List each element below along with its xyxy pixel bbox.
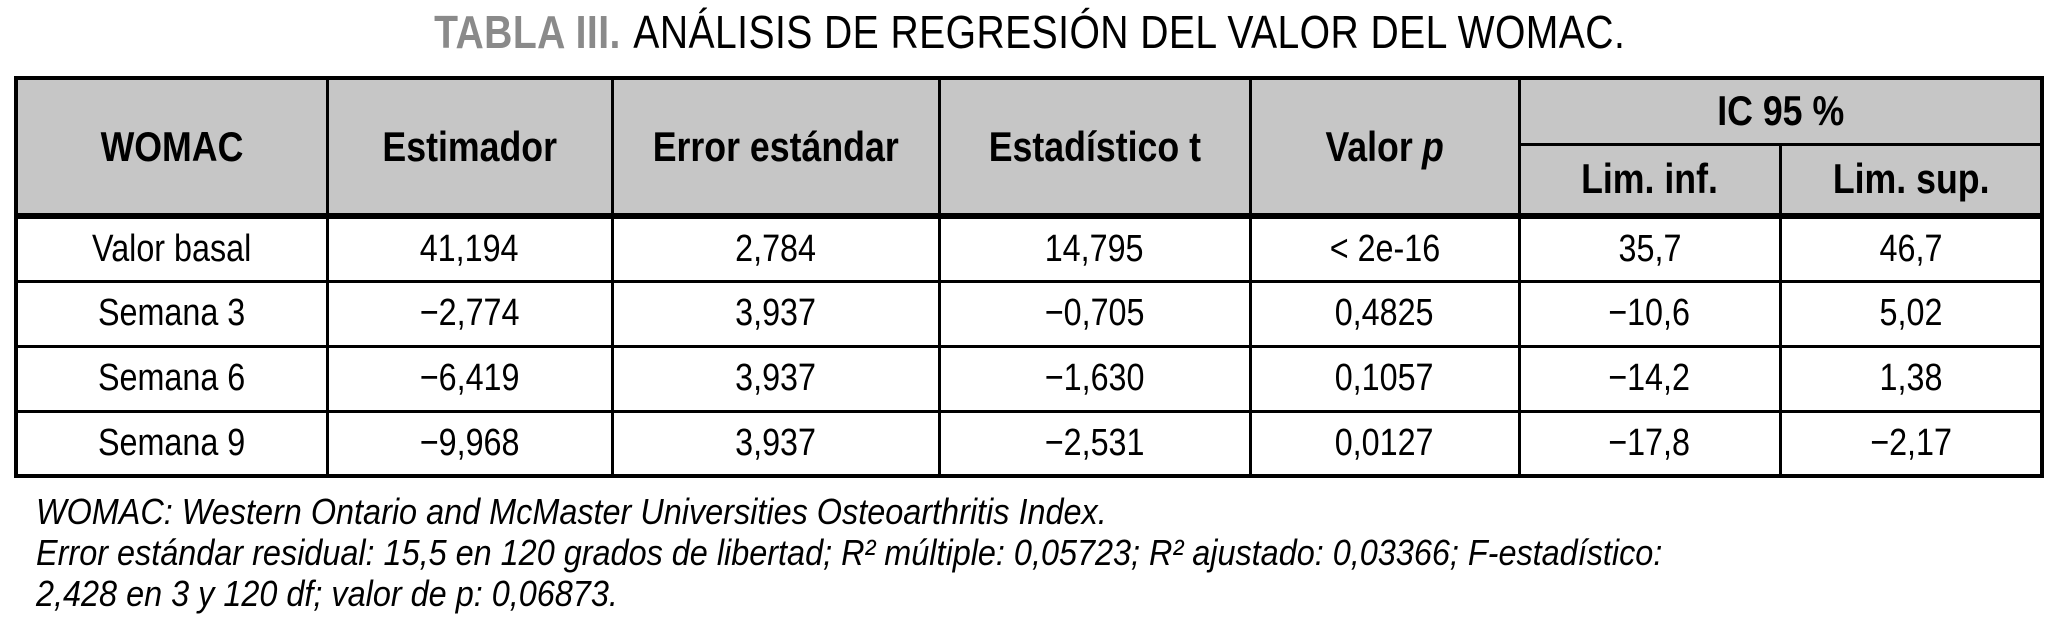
estimador-cell: −9,968 xyxy=(325,409,614,478)
page-title: TABLA III. ANÁLISIS DE REGRESIÓN DEL VALO… xyxy=(0,6,2059,58)
estadistico-t-cell: 14,795 xyxy=(937,214,1252,283)
table-header: WOMAC Estimador Error estándar Estadísti… xyxy=(14,76,2044,219)
column-header-lim-sup: Lim. sup. xyxy=(1778,142,2044,219)
estadistico-t-cell: −2,531 xyxy=(937,409,1252,478)
column-header-valor-p: Valor p xyxy=(1248,76,1521,219)
column-header-error-estandar: Error estándar xyxy=(610,76,941,219)
table-title-text: ANÁLISIS DE REGRESIÓN DEL VALOR DEL WOMA… xyxy=(633,6,1626,58)
lim-inf-cell: 35,7 xyxy=(1517,214,1782,283)
column-header-estimador: Estimador xyxy=(325,76,614,219)
lim-sup-cell: 1,38 xyxy=(1778,344,2044,413)
error-estandar-cell: 3,937 xyxy=(610,409,941,478)
valor-p-cell: 0,4825 xyxy=(1248,279,1521,348)
table-footnotes: WOMAC: Western Ontario and McMaster Univ… xyxy=(36,491,2059,614)
footnote-model-stats-line2: 2,428 en 3 y 120 df; valor de p: 0,06873… xyxy=(36,573,618,614)
valor-p-cell: < 2e-16 xyxy=(1248,214,1521,283)
lim-sup-cell: 5,02 xyxy=(1778,279,2044,348)
lim-inf-cell: −10,6 xyxy=(1517,279,1782,348)
column-header-lim-inf: Lim. inf. xyxy=(1517,142,1782,219)
table-row: Semana 3 −2,774 3,937 −0,705 0,4825 −10,… xyxy=(14,279,2044,348)
table-row: Semana 9 −9,968 3,937 −2,531 0,0127 −17,… xyxy=(14,409,2044,478)
table-number-label: TABLA III. xyxy=(433,6,621,58)
column-header-estadistico-t: Estadístico t xyxy=(937,76,1252,219)
column-header-ic95: IC 95 % xyxy=(1517,76,2044,146)
row-label-cell: Semana 6 xyxy=(14,344,329,413)
table-row: Valor basal 41,194 2,784 14,795 < 2e-16 … xyxy=(14,214,2044,283)
estimador-cell: −2,774 xyxy=(325,279,614,348)
error-estandar-cell: 3,937 xyxy=(610,344,941,413)
estimador-cell: −6,419 xyxy=(325,344,614,413)
valor-p-cell: 0,1057 xyxy=(1248,344,1521,413)
row-label-cell: Valor basal xyxy=(14,214,329,283)
error-estandar-cell: 3,937 xyxy=(610,279,941,348)
lim-inf-cell: −14,2 xyxy=(1517,344,1782,413)
estadistico-t-cell: −0,705 xyxy=(937,279,1252,348)
footnote-womac-definition: WOMAC: Western Ontario and McMaster Univ… xyxy=(36,491,1107,532)
lim-sup-cell: −2,17 xyxy=(1778,409,2044,478)
p-symbol: p xyxy=(1421,122,1444,170)
lim-sup-cell: 46,7 xyxy=(1778,214,2044,283)
estadistico-t-cell: −1,630 xyxy=(937,344,1252,413)
regression-table: WOMAC Estimador Error estándar Estadísti… xyxy=(14,76,2044,478)
lim-inf-cell: −17,8 xyxy=(1517,409,1782,478)
estimador-cell: 41,194 xyxy=(325,214,614,283)
error-estandar-cell: 2,784 xyxy=(610,214,941,283)
column-header-womac: WOMAC xyxy=(14,76,329,219)
valor-p-cell: 0,0127 xyxy=(1248,409,1521,478)
row-label-cell: Semana 3 xyxy=(14,279,329,348)
row-label-cell: Semana 9 xyxy=(14,409,329,478)
footnote-model-stats-line1: Error estándar residual: 15,5 en 120 gra… xyxy=(36,532,1663,573)
table-row: Semana 6 −6,419 3,937 −1,630 0,1057 −14,… xyxy=(14,344,2044,413)
